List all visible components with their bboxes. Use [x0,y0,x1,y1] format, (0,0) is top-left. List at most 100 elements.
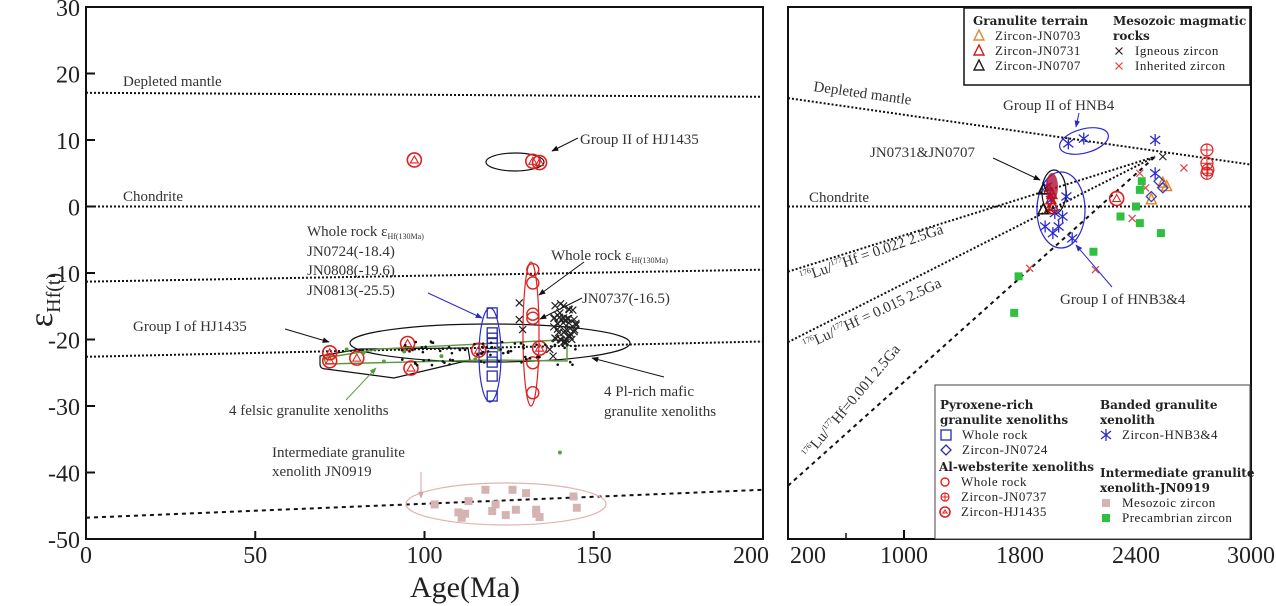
legend-group-title: Granulite terrain [973,14,1088,28]
circled-cross-inner [941,493,949,501]
x-marker [556,335,565,344]
dot-marker [499,348,503,351]
dot-marker [451,358,455,362]
dot-marker [420,346,424,349]
arrow-wholerock-jn0737 [538,261,585,296]
filled-square-marker [1014,272,1023,281]
circle-marker [526,386,540,400]
filled-square-marker [1132,202,1140,211]
right-series-zircon-jn0737 [1200,143,1215,180]
left-series-mafic-granulite-zircon-black-crosses- [515,299,574,361]
asterisk-marker [1100,429,1112,441]
circled-triangle-marker [321,352,338,369]
dot-marker [509,349,513,353]
dot-marker [421,350,425,354]
right-ref-line [787,97,1252,166]
dot-marker [448,358,452,362]
dot-marker [400,348,404,352]
dot-marker [538,355,541,359]
dot-marker [489,341,493,345]
lu-022-sup2: 177 [829,255,843,267]
legend-group-title: Intermediate granulite [1100,466,1255,480]
dot-marker [528,356,532,360]
filled-square-marker [1135,185,1144,194]
dot-marker [486,350,490,353]
triangle-marker [1042,202,1056,215]
filled-square-marker [488,507,497,516]
asterisk-marker [1057,210,1068,223]
circled-triangle-inner [324,355,335,365]
arrow-jn0813 [427,292,483,319]
left-series-zircon-hj1435-group-i [321,335,548,376]
left-mafic-label-1: 4 Pl-rich mafic [604,384,694,400]
dot-marker [448,363,451,366]
circle-marker [526,311,540,325]
legend-item-label: Zircon-JN0724 [962,442,1048,457]
x-marker [570,327,578,336]
dot-marker [501,351,505,355]
filled-square-marker [535,513,544,522]
left-series-pyroxene-rich-whole-rock-jn0724-jn0808-jn0813- [486,307,498,402]
dot-marker [574,344,577,348]
square-marker [486,337,498,350]
dot-marker [403,343,407,347]
x-tick-label: 1000 [880,543,928,569]
x-marker [1115,62,1123,70]
dot-marker [553,343,557,347]
filled-square-marker [461,509,470,518]
left-intermediate-label-2: xenolith JN0919 [272,464,372,480]
circle-marker [526,276,540,290]
filled-square-marker [1116,212,1125,221]
left-series-mafic-dots [400,340,577,367]
dot-marker [441,347,445,350]
x-marker [515,315,524,324]
circled-triangle-marker [531,154,548,171]
circle-marker [526,307,540,321]
filled-square-marker [481,485,490,494]
right-lu-hf-015-label: 176Lu/177Hf = 0.015 2.5Ga [801,275,945,354]
left-series-felsic-granulite-zircon-green-dots- [344,347,562,455]
filled-square-marker [569,492,578,501]
x-marker [572,321,581,329]
al-websterite-whole-rock-outline [522,261,540,407]
dot-marker [522,346,525,350]
arrow-group2-hnb4 [1074,112,1081,128]
dot-marker [568,360,572,364]
dot-marker [497,360,501,363]
dot-marker [408,350,411,353]
x-marker [562,338,570,347]
y-tick-label: -40 [48,462,80,488]
circled-triangle-inner [402,338,413,348]
legend-group-title: xenolith [1100,413,1155,427]
y-tick-label: -10 [48,262,80,288]
y-tick-label: 20 [56,63,80,89]
dot-marker [571,363,574,367]
triangle-marker [972,43,986,56]
legend-item-label: Zircon-HJ1435 [961,504,1047,519]
circled-triangle-marker [406,152,423,168]
dot-marker [482,361,486,364]
square-marker [486,390,498,402]
filled-square-marker [508,485,517,494]
asterisk-marker [1062,137,1074,150]
legend-item-label: Whole rock [961,474,1027,489]
group1-hj1435-outline [319,347,471,379]
circled-triangle-marker [531,340,548,356]
dot-marker [473,342,476,346]
filled-square-marker [491,500,500,509]
diamond-marker [1156,181,1169,194]
left-wholerock-title-2: Whole rock εHf(130Ma) [551,248,668,265]
x-marker [1025,264,1034,273]
right-jn0731-label: JN0731&JN0707 [870,145,976,161]
lu-015-post: Hf = 0.015 2.5Ga [842,275,945,334]
circled-triangle-marker [1108,190,1125,207]
legend-item-label: Zircon-JN0737 [961,489,1047,504]
dot-marker [447,345,451,349]
left-mafic-label-2: granulite xenoliths [604,404,716,420]
legend-bottom-box [934,384,1251,540]
left-series-zircon-hj1435-group-ii [406,152,548,171]
dot-marker [424,345,427,349]
filled-square-marker [511,505,520,514]
